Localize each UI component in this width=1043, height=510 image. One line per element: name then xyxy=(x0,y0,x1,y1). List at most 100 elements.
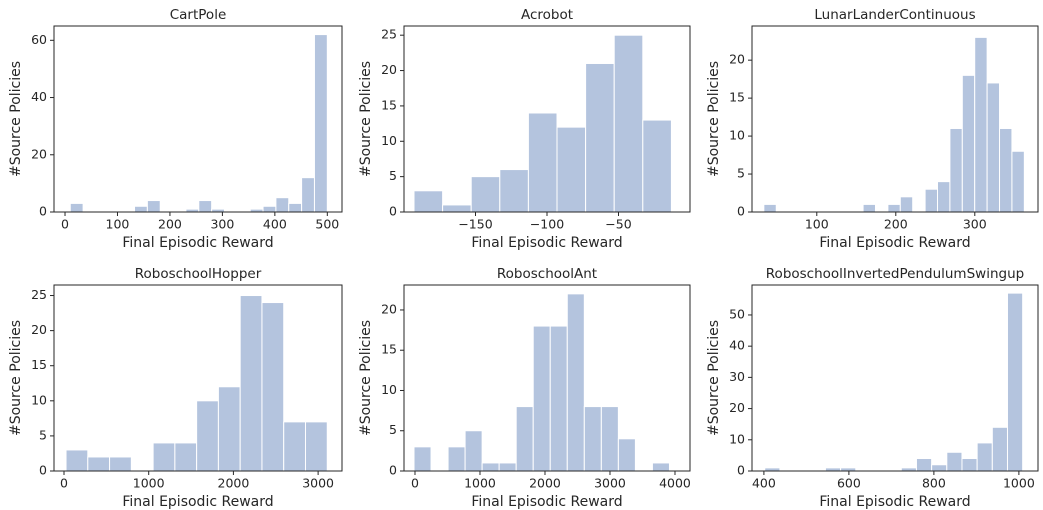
x-tick-label: 3000 xyxy=(594,476,626,491)
y-tick-label: 40 xyxy=(31,89,47,104)
y-tick-label: 30 xyxy=(729,369,745,384)
chart-title: RoboschoolAnt xyxy=(497,266,597,282)
histogram-bar xyxy=(887,203,901,213)
histogram-bar xyxy=(566,293,585,472)
y-tick-label: 5 xyxy=(737,166,745,181)
histogram-bar xyxy=(613,34,644,213)
x-tick-label: 2000 xyxy=(218,476,250,491)
histogram-bar xyxy=(304,421,328,472)
y-axis-label: #Source Policies xyxy=(358,320,374,436)
histogram-bar xyxy=(464,430,483,472)
y-tick-label: 20 xyxy=(381,62,397,77)
x-tick-label: 200 xyxy=(884,217,908,232)
y-axis-label: #Source Policies xyxy=(358,61,374,177)
y-tick-label: 5 xyxy=(39,427,47,442)
y-tick-label: 10 xyxy=(729,128,745,143)
histogram-bar xyxy=(949,127,963,213)
x-tick-label: 400 xyxy=(263,217,287,232)
histogram-bar xyxy=(146,200,161,213)
y-axis-label: #Source Policies xyxy=(8,61,24,177)
histogram-bar xyxy=(946,451,963,472)
histogram-bar xyxy=(261,302,285,472)
histogram-bar xyxy=(262,205,277,213)
histogram-bar xyxy=(65,449,89,472)
axes-frame xyxy=(53,25,343,213)
histogram-bar xyxy=(991,426,1008,472)
histogram-bar xyxy=(931,464,948,472)
x-tick-label: 2000 xyxy=(529,476,561,491)
histogram-bar xyxy=(283,421,306,472)
x-tick-label: 1000 xyxy=(464,476,496,491)
x-tick-label: 0 xyxy=(60,476,68,491)
histogram-bar xyxy=(69,202,84,213)
chart-title: CartPole xyxy=(170,7,227,23)
histogram-bar xyxy=(198,200,213,213)
x-tick-label: 0 xyxy=(61,217,69,232)
histogram-bar xyxy=(152,442,176,472)
y-tick-label: 5 xyxy=(389,422,397,437)
chart-title: RoboschoolHopper xyxy=(135,266,262,282)
y-axis-label: #Source Policies xyxy=(706,61,722,177)
x-tick-label: 200 xyxy=(158,217,182,232)
histogram-bar xyxy=(974,36,988,213)
y-tick-label: 15 xyxy=(31,357,47,372)
y-tick-label: 20 xyxy=(31,322,47,337)
histogram-bar xyxy=(1011,150,1025,213)
histogram-bar xyxy=(499,169,529,213)
y-tick-label: 0 xyxy=(389,204,397,219)
y-tick-label: 40 xyxy=(729,338,745,353)
histogram-bar xyxy=(583,406,602,472)
histogram-bar xyxy=(313,34,328,213)
histogram-bar xyxy=(924,188,939,213)
histogram-bar xyxy=(481,462,500,472)
y-tick-label: 60 xyxy=(31,32,47,47)
histogram-bar xyxy=(600,406,619,472)
y-tick-label: 10 xyxy=(381,382,397,397)
x-tick-label: 300 xyxy=(210,217,234,232)
x-tick-label: 800 xyxy=(922,476,946,491)
axes-frame xyxy=(53,284,343,472)
histogram-bar xyxy=(556,126,587,213)
histogram-bar xyxy=(862,203,876,213)
chart-title: Acrobot xyxy=(521,7,573,23)
x-tick-label: −100 xyxy=(530,217,564,232)
histogram-bar xyxy=(196,400,219,472)
x-tick-label: 1000 xyxy=(1003,476,1035,491)
axes-frame xyxy=(751,284,1039,472)
chart-title: RoboschoolInvertedPendulumSwingup xyxy=(766,266,1024,282)
histogram-bar xyxy=(174,442,198,472)
y-tick-label: 0 xyxy=(389,463,397,478)
x-axis-label: Final Episodic Reward xyxy=(122,494,273,510)
histogram-bar xyxy=(899,196,914,213)
histogram-bar xyxy=(915,458,933,472)
histogram-bar xyxy=(217,386,241,472)
histogram-bar xyxy=(442,204,472,213)
histogram-bar xyxy=(275,197,290,213)
x-tick-label: 300 xyxy=(963,217,987,232)
y-tick-label: 20 xyxy=(381,301,397,316)
x-tick-label: −50 xyxy=(605,217,631,232)
x-axis-label: Final Episodic Reward xyxy=(471,235,622,251)
histogram-bar xyxy=(87,456,111,472)
histogram-bar xyxy=(301,177,315,213)
y-tick-label: 50 xyxy=(729,306,745,321)
histogram-bar xyxy=(976,442,993,472)
x-tick-label: 0 xyxy=(411,476,419,491)
x-tick-label: −150 xyxy=(458,217,492,232)
y-tick-label: 10 xyxy=(31,392,47,407)
x-axis-label: Final Episodic Reward xyxy=(819,235,970,251)
x-tick-label: 100 xyxy=(805,217,829,232)
histogram-bar xyxy=(961,458,978,472)
axes-frame xyxy=(403,284,691,472)
histogram-bar xyxy=(937,181,951,213)
histogram-bar xyxy=(515,406,534,472)
histogram-bar xyxy=(549,325,568,472)
histogram-bar xyxy=(1006,292,1024,472)
histogram-bar xyxy=(288,202,303,213)
histogram-bar xyxy=(763,203,777,213)
y-tick-label: 0 xyxy=(737,463,745,478)
y-axis-label: #Source Policies xyxy=(706,320,722,436)
histogram-bar xyxy=(498,462,517,472)
